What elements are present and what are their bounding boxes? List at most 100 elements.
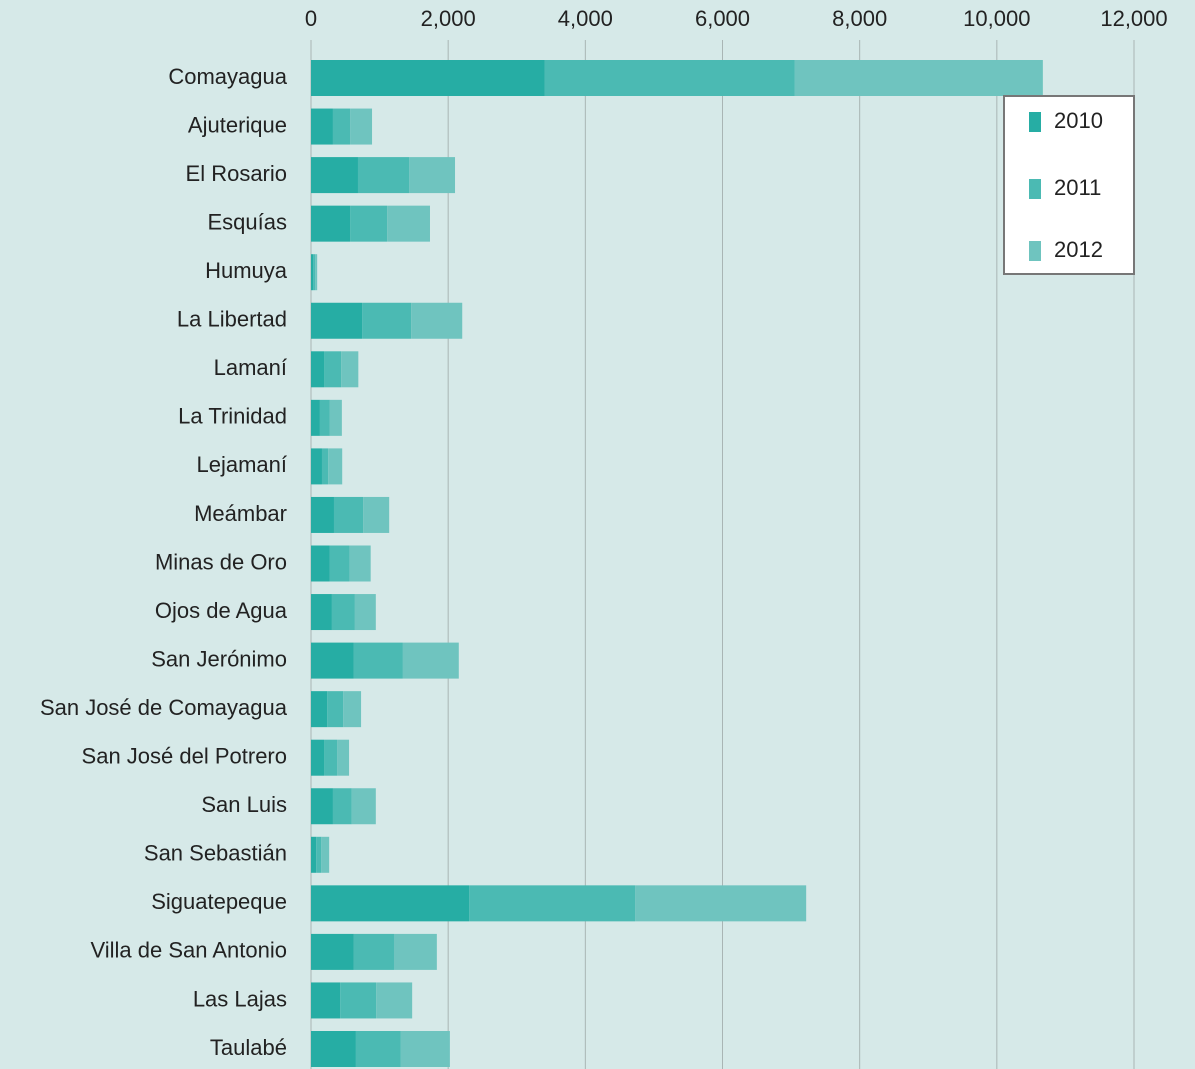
legend-swatch bbox=[1029, 112, 1041, 132]
bar-segment bbox=[362, 302, 412, 339]
bar-segment bbox=[341, 351, 359, 388]
bar-segment bbox=[311, 545, 330, 582]
bar-segment bbox=[311, 157, 358, 194]
bar-segment bbox=[354, 594, 376, 631]
bar-segment bbox=[393, 933, 437, 970]
bar-segment bbox=[353, 642, 403, 679]
legend-swatch bbox=[1029, 241, 1041, 261]
y-tick-label: Ojos de Agua bbox=[155, 598, 288, 623]
bar-segment bbox=[311, 594, 332, 631]
bar-segment bbox=[332, 788, 352, 825]
bar-segment bbox=[332, 108, 351, 145]
bar-segment bbox=[329, 545, 350, 582]
y-tick-label: Esquías bbox=[208, 209, 288, 234]
y-tick-label: Lejamaní bbox=[196, 452, 287, 477]
bar-segment bbox=[311, 351, 325, 388]
bar-segment bbox=[311, 885, 470, 922]
bar-segment bbox=[311, 691, 328, 728]
bar-segment bbox=[315, 254, 318, 291]
bar-segment bbox=[387, 205, 430, 242]
x-tick-label: 2,000 bbox=[421, 6, 476, 31]
bar-segment bbox=[402, 642, 459, 679]
legend: 2010 2011 2012 bbox=[1003, 95, 1135, 275]
bar-segment bbox=[311, 836, 317, 873]
bar-segment bbox=[635, 885, 807, 922]
bar-segment bbox=[411, 302, 463, 339]
bar-segment bbox=[311, 205, 351, 242]
legend-label: 2010 bbox=[1054, 108, 1103, 133]
bar-segment bbox=[329, 399, 342, 436]
y-tick-label: Ajuterique bbox=[188, 112, 287, 137]
bar-segment bbox=[311, 496, 334, 533]
bar-segment bbox=[409, 157, 456, 194]
legend-label: 2011 bbox=[1054, 175, 1101, 200]
bar-segment bbox=[400, 1031, 450, 1067]
y-tick-label: Taulabé bbox=[210, 1035, 287, 1060]
bar-segment bbox=[324, 351, 342, 388]
bar-segment bbox=[544, 60, 795, 96]
bar-segment bbox=[321, 836, 330, 873]
bar-segment bbox=[311, 448, 322, 485]
bar-segment bbox=[311, 739, 325, 776]
bar-segment bbox=[324, 739, 338, 776]
bar-segment bbox=[340, 982, 377, 1019]
bar-segment bbox=[311, 1031, 356, 1067]
bar-segment bbox=[311, 642, 354, 679]
bar-segment bbox=[331, 594, 355, 631]
bar-segment bbox=[794, 60, 1043, 96]
bar-segment bbox=[311, 399, 320, 436]
bar-segment bbox=[321, 448, 329, 485]
bar-segment bbox=[355, 1031, 401, 1067]
bar-segment bbox=[351, 788, 376, 825]
bar-segment bbox=[311, 788, 333, 825]
bar-segment bbox=[363, 496, 390, 533]
bar-segment bbox=[328, 448, 343, 485]
y-tick-label: Minas de Oro bbox=[155, 549, 287, 574]
bar-segment bbox=[350, 205, 388, 242]
bar-segment bbox=[311, 108, 333, 145]
y-tick-label: Lamaní bbox=[214, 355, 287, 380]
y-tick-label: El Rosario bbox=[186, 161, 287, 186]
x-tick-label: 8,000 bbox=[832, 6, 887, 31]
x-tick-label: 12,000 bbox=[1100, 6, 1167, 31]
y-tick-label: La Libertad bbox=[177, 307, 287, 332]
bar-segment bbox=[333, 496, 364, 533]
bar-segment bbox=[313, 254, 316, 291]
y-tick-label: Villa de San Antonio bbox=[90, 938, 287, 963]
bar-segment bbox=[376, 982, 413, 1019]
bar-segment bbox=[353, 933, 394, 970]
legend-label: 2012 bbox=[1054, 237, 1103, 262]
y-tick-label: San Luis bbox=[201, 792, 287, 817]
y-tick-label: Humuya bbox=[205, 258, 288, 283]
legend-swatch bbox=[1029, 179, 1041, 199]
bar-segment bbox=[311, 254, 314, 291]
y-tick-label: Comayagua bbox=[168, 64, 287, 89]
y-tick-label: Las Lajas bbox=[193, 986, 287, 1011]
y-tick-label: San José del Potrero bbox=[82, 744, 287, 769]
bar-segment bbox=[349, 545, 371, 582]
x-tick-label: 6,000 bbox=[695, 6, 750, 31]
y-tick-label: Siguatepeque bbox=[151, 889, 287, 914]
legend-box bbox=[1003, 95, 1135, 275]
bar-segment bbox=[343, 691, 362, 728]
bar-segment bbox=[337, 739, 350, 776]
y-tick-label: San José de Comayagua bbox=[40, 695, 288, 720]
bar-segment bbox=[311, 982, 341, 1019]
bar-segment bbox=[311, 933, 354, 970]
bar-segment bbox=[350, 108, 373, 145]
x-tick-label: 10,000 bbox=[963, 6, 1030, 31]
y-tick-label: Meámbar bbox=[194, 501, 287, 526]
bar-segment bbox=[469, 885, 636, 922]
bar-segment bbox=[311, 302, 363, 339]
y-tick-label: San Sebastián bbox=[144, 841, 287, 866]
y-tick-label: La Trinidad bbox=[178, 404, 287, 429]
x-tick-label: 0 bbox=[305, 6, 317, 31]
x-tick-label: 4,000 bbox=[558, 6, 613, 31]
bar-segment bbox=[311, 60, 545, 96]
y-tick-label: San Jerónimo bbox=[151, 646, 287, 671]
bar-segment bbox=[327, 691, 344, 728]
bar-segment bbox=[319, 399, 330, 436]
bar-segment bbox=[316, 836, 322, 873]
bar-segment bbox=[357, 157, 410, 194]
